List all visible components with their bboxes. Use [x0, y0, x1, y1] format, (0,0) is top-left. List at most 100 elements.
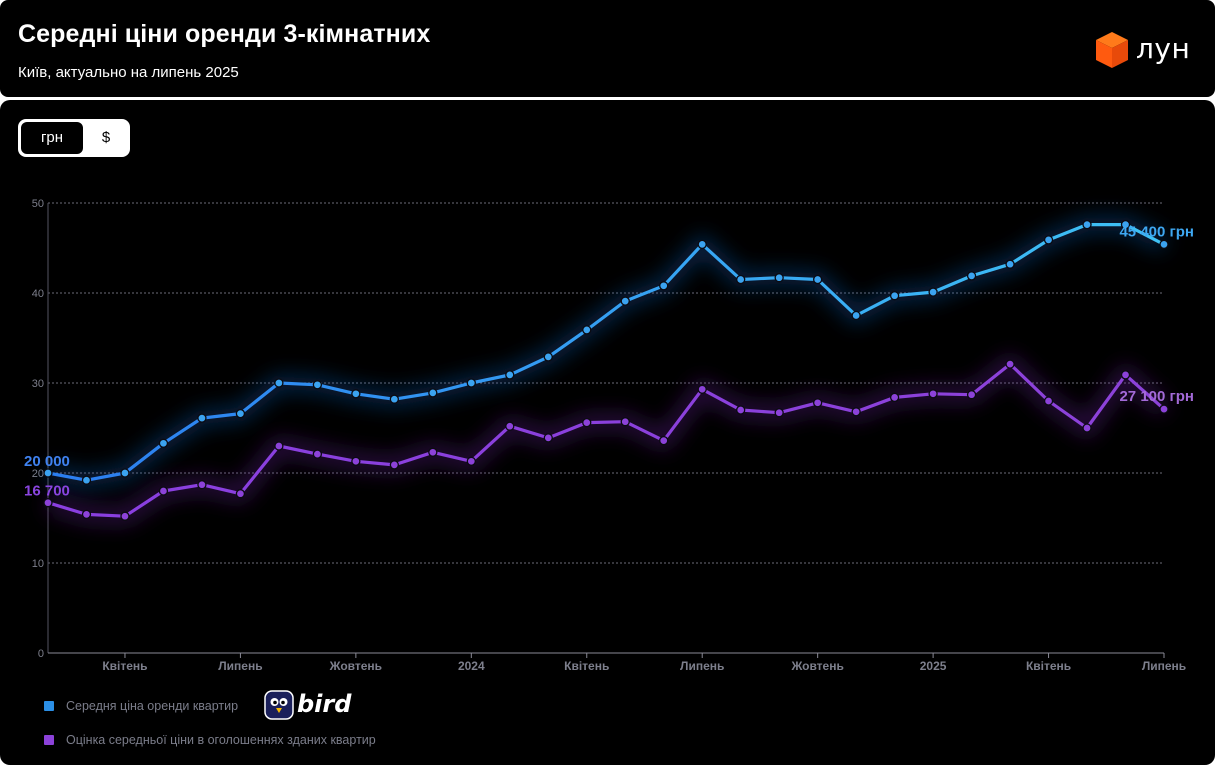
data-point	[158, 486, 169, 496]
x-tick-label: Жовтень	[790, 659, 843, 673]
data-point	[235, 489, 246, 499]
x-tick-label: 2025	[920, 659, 947, 673]
data-point	[697, 384, 707, 394]
x-tick-label: Жовтень	[329, 659, 382, 673]
data-point	[889, 392, 900, 403]
data-point	[928, 287, 938, 297]
axis-layer: 0 10 20 30 40 50 Квітень Липень Жовтень 2024 Квіте…	[32, 198, 1186, 673]
data-point	[505, 421, 515, 431]
x-tick-label: Липень	[680, 659, 724, 673]
y-tick-label: 0	[38, 648, 44, 660]
data-point	[120, 468, 130, 478]
x-tick-label: Квітень	[564, 659, 609, 673]
data-point	[697, 239, 707, 250]
x-tick-label: Квітень	[102, 659, 147, 673]
data-point	[582, 325, 592, 335]
series-layer	[43, 216, 1170, 525]
cube-logo-icon	[1096, 32, 1128, 68]
data-point	[928, 389, 938, 399]
line-chart: 0 10 20 30 40 50 Квітень Липень Жовтень 2024 Квіте…	[24, 198, 1194, 673]
currency-usd-option[interactable]: $	[101, 129, 111, 146]
data-point	[389, 460, 399, 470]
data-point	[351, 389, 361, 399]
data-point	[43, 468, 53, 478]
data-point	[851, 407, 861, 417]
series-start-label: 20 000	[24, 453, 70, 470]
data-point	[1082, 423, 1092, 433]
chart-subtitle: Київ, актуально на липень 2025	[18, 64, 239, 81]
data-point	[543, 352, 553, 362]
data-point	[197, 480, 207, 490]
legend-label-listings-estimate: Оцінка середньої ціни в оголошеннях здан…	[66, 733, 376, 747]
data-point	[120, 511, 130, 521]
series-line	[46, 222, 1166, 482]
data-point	[966, 271, 977, 281]
currency-toggle[interactable]: грн $	[18, 119, 130, 157]
y-tick-label: 40	[32, 288, 44, 300]
legend-label-avg-rent: Середня ціна оренди квартир	[66, 699, 239, 713]
data-point	[736, 274, 746, 285]
data-point	[1005, 359, 1015, 369]
data-point	[889, 291, 900, 301]
series-glow	[46, 216, 1168, 489]
lun-logo[interactable]: лун	[1094, 30, 1204, 72]
data-point	[466, 378, 476, 388]
bird-text: bird	[297, 690, 352, 718]
data-point	[235, 408, 246, 419]
chart-title: Середні ціни оренди 3-кімнатних	[18, 20, 431, 48]
currency-uah-option[interactable]: грн	[21, 122, 83, 154]
data-point	[428, 388, 438, 398]
data-point	[620, 296, 630, 306]
header-card: Середні ціни оренди 3-кімнатних Київ, ак…	[0, 0, 1215, 97]
data-point	[351, 456, 361, 466]
data-point	[81, 475, 92, 485]
data-point	[966, 390, 977, 400]
series-end-label: 27 100 грн	[1119, 388, 1194, 405]
legend-swatch-blue	[44, 701, 54, 711]
data-point	[543, 433, 553, 443]
data-point	[620, 417, 630, 427]
data-point	[1120, 219, 1131, 230]
data-point	[158, 438, 169, 448]
data-point	[736, 405, 746, 415]
data-point	[274, 441, 284, 451]
data-point	[659, 281, 669, 291]
x-tick-label: Липень	[218, 659, 262, 673]
data-point	[1043, 235, 1054, 245]
data-point	[505, 370, 515, 380]
data-point	[1082, 219, 1092, 230]
data-point	[197, 413, 207, 423]
data-point	[389, 394, 399, 404]
data-point	[312, 380, 323, 390]
data-point	[659, 435, 669, 446]
data-point	[43, 498, 53, 508]
logo-text: лун	[1136, 32, 1191, 65]
data-point	[1005, 259, 1015, 269]
x-tick-label: Липень	[1142, 659, 1186, 673]
data-point	[582, 417, 592, 428]
bird-logo-icon	[264, 690, 294, 720]
data-point	[312, 449, 323, 459]
y-tick-label: 50	[32, 198, 44, 210]
series-glow	[45, 353, 1170, 525]
y-tick-label: 30	[32, 378, 44, 390]
series-line	[46, 362, 1166, 518]
data-point	[851, 310, 861, 321]
data-point	[1043, 396, 1054, 406]
label-layer: 20 000 45 400 грн 16 700 27 100 грн	[24, 223, 1194, 499]
data-point	[774, 273, 784, 283]
data-point	[813, 398, 823, 408]
legend-swatch-purple	[44, 735, 54, 745]
x-tick-label: Квітень	[1026, 659, 1071, 673]
series-start-label: 16 700	[24, 483, 70, 500]
data-point	[1159, 404, 1169, 414]
data-point	[1159, 239, 1169, 250]
data-point	[1120, 370, 1131, 380]
y-tick-label: 20	[32, 468, 44, 480]
data-point	[274, 378, 284, 388]
series-end-label: 45 400 грн	[1119, 223, 1194, 240]
x-tick-label: 2024	[458, 659, 485, 673]
data-point	[466, 456, 476, 466]
bird-badge[interactable]: bird	[264, 690, 351, 722]
data-point	[428, 447, 438, 457]
